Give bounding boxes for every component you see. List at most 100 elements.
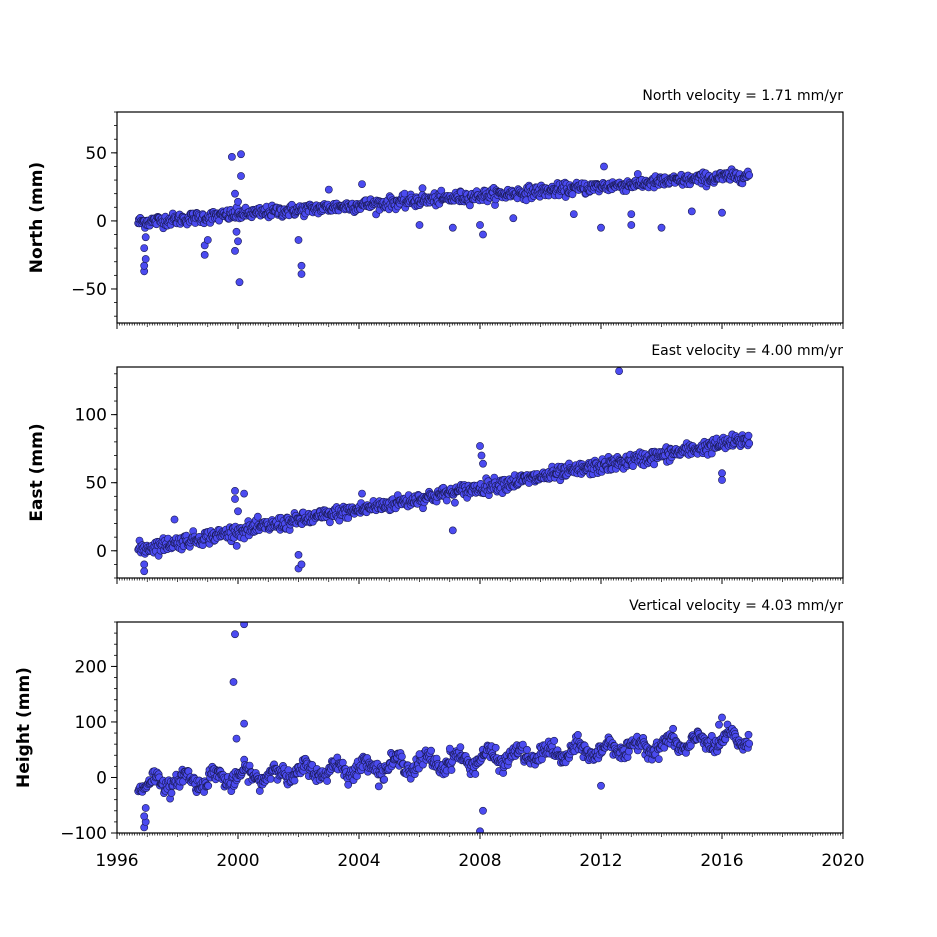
data-point [245,761,254,770]
outlier-point [627,210,636,218]
x-tick-label: 2004 [337,851,380,871]
outlier-point [448,223,457,232]
data-point [232,542,241,550]
outlier-point [231,630,239,639]
data-point [397,752,406,761]
data-point [519,740,527,749]
outlier-point [234,507,242,516]
outlier-point [140,261,149,270]
velocity-label: North velocity = 1.71 mm/yr [642,88,843,104]
outlier-point [415,750,424,759]
outlier-point [229,678,238,686]
y-tick-label: 0 [96,212,107,232]
data-points [134,367,754,576]
outlier-point [232,227,241,236]
outlier-point [324,185,333,194]
outlier-point [232,734,241,743]
data-point [266,775,275,783]
outlier-point [687,207,696,216]
data-point [744,730,753,739]
outlier-point [597,781,605,790]
data-point [523,745,531,754]
outlier-point [231,495,239,503]
outlier-point [509,214,518,223]
y-tick-label: 50 [85,474,107,494]
x-tick-label: 1996 [95,851,138,871]
outlier-point [479,459,487,468]
outlier-point [237,172,245,180]
outlier-point [141,255,150,263]
data-point [167,789,176,797]
outlier-point [235,278,244,287]
outlier-point [569,210,578,218]
y-tick-label: 0 [96,768,107,788]
outlier-point [200,250,209,259]
outlier-point [358,489,366,498]
data-point [471,770,480,778]
outlier-point [234,237,242,246]
data-point [686,741,695,750]
outlier-point [718,476,726,484]
x-tick-label: 2016 [700,851,743,871]
data-point [744,431,753,440]
outlier-point [294,236,303,244]
panel-1: −50 0 50 North (mm) North velocity = 1.71 mm… [27,88,844,329]
outlier-point [140,560,149,569]
y-axis-label: East (mm) [27,423,47,521]
outlier-point [240,489,248,498]
outlier-point [231,189,239,198]
outlier-point [294,551,303,559]
panel-3: −100 0 100 200 1996 2000 2004 2008 2012 2016 2020 H… [14,598,865,871]
outlier-point [140,812,149,821]
outlier-point [476,827,484,833]
data-points [134,150,754,287]
x-tick-label: 2012 [579,851,622,871]
data-point [568,190,577,199]
outlier-point [445,744,454,753]
data-point [290,776,299,785]
outlier-point [477,451,486,460]
data-point [650,460,658,469]
y-tick-label: 50 [85,144,107,164]
outlier-point [597,223,605,232]
data-point [745,439,754,448]
outlier-point [479,230,487,239]
x-tick-label: 2000 [216,851,259,871]
y-tick-label: −100 [60,824,107,844]
data-point [344,780,353,789]
data-point [427,746,435,755]
axes-frame [116,366,844,579]
outlier-point [476,221,484,229]
y-tick-label: −50 [71,280,107,300]
data-point [550,736,559,745]
y-tick-label: 0 [96,542,107,562]
data-points [134,622,754,833]
y-tick-label: 200 [75,657,107,677]
y-tick-label: 100 [75,713,107,733]
outlier-point [715,720,723,729]
outlier-point [627,221,636,229]
outlier-point [718,208,726,217]
outlier-point [418,184,427,193]
velocity-label: Vertical velocity = 4.03 mm/yr [629,598,843,614]
outlier-point [141,804,150,812]
y-axis-label: North (mm) [27,162,47,273]
data-point [450,498,459,507]
data-point [745,739,754,748]
outlier-point [297,261,306,270]
outlier-point [141,233,150,242]
velocity-label: East velocity = 4.00 mm/yr [651,343,843,359]
outlier-point [415,221,424,229]
data-point [323,777,331,785]
outlier-point [240,622,248,629]
outlier-point [615,367,623,375]
outlier-point [479,806,487,815]
outlier-point [227,152,236,161]
data-point [574,731,582,739]
x-tick-label: 2008 [458,851,501,871]
outlier-point [718,469,726,478]
panel-2: 0 50 100 East (mm) East velocity = 4.00 mm/y… [27,343,844,584]
outlier-point [657,223,666,232]
outlier-point [718,713,726,722]
outlier-point [231,246,239,255]
